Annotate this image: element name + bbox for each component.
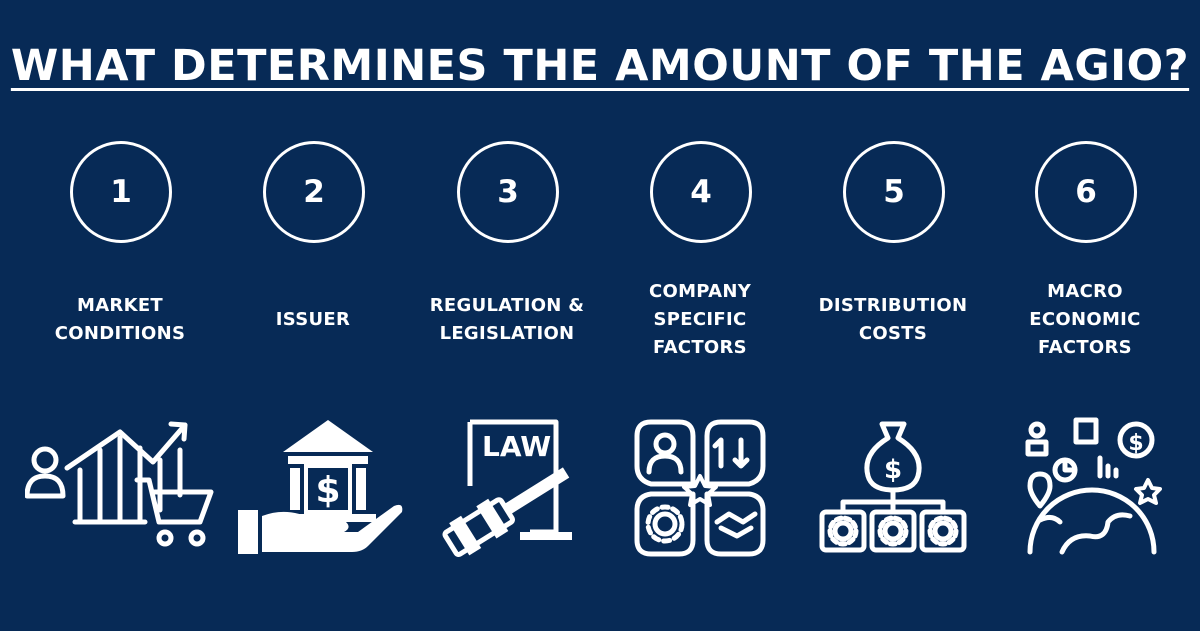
factor-label: MACRO ECONOMIC FACTORS [1029,281,1141,358]
number-circle: 1 [70,141,172,243]
svg-text:$: $ [1128,431,1143,456]
factor-label: ISSUER [275,309,351,330]
factor-6: 6 MACRO ECONOMIC FACTORS $ [990,0,1180,631]
factor-5: 5 DISTRIBUTION COSTS $ [798,0,988,631]
svg-text:$: $ [315,470,340,511]
factor-4: 4 COMPANY SPECIFIC FACTORS [605,0,795,631]
page-title: WHAT DETERMINES THE AMOUNT OF THE AGIO? [0,38,1200,94]
factor-label: DISTRIBUTION COSTS [818,295,968,344]
svg-text:LAW: LAW [482,430,551,463]
factor-label: REGULATION & LEGISLATION [429,295,585,344]
number-circle: 6 [1035,141,1137,243]
number-circle: 2 [263,141,365,243]
law-gavel-icon: LAW [412,410,602,560]
bank-hand-icon: $ [218,410,408,560]
svg-text:$: $ [884,455,902,485]
number-circle: 4 [650,141,752,243]
globe-economy-icon: $ [990,410,1180,560]
number-circle: 5 [843,141,945,243]
factor-1: 1 MARKET CONDITIONS [25,0,215,631]
factor-2: 2 ISSUER $ [218,0,408,631]
title-text: WHAT DETERMINES THE AMOUNT OF THE AGIO? [10,41,1190,91]
factor-label: COMPANY SPECIFIC FACTORS [648,281,752,358]
factor-label: MARKET CONDITIONS [54,295,186,344]
market-chart-cart-icon [25,410,215,560]
number-circle: 3 [457,141,559,243]
company-factors-icon [605,410,795,560]
money-bag-distribution-icon: $ [798,410,988,560]
factor-3: 3 REGULATION & LEGISLATION LAW [412,0,602,631]
